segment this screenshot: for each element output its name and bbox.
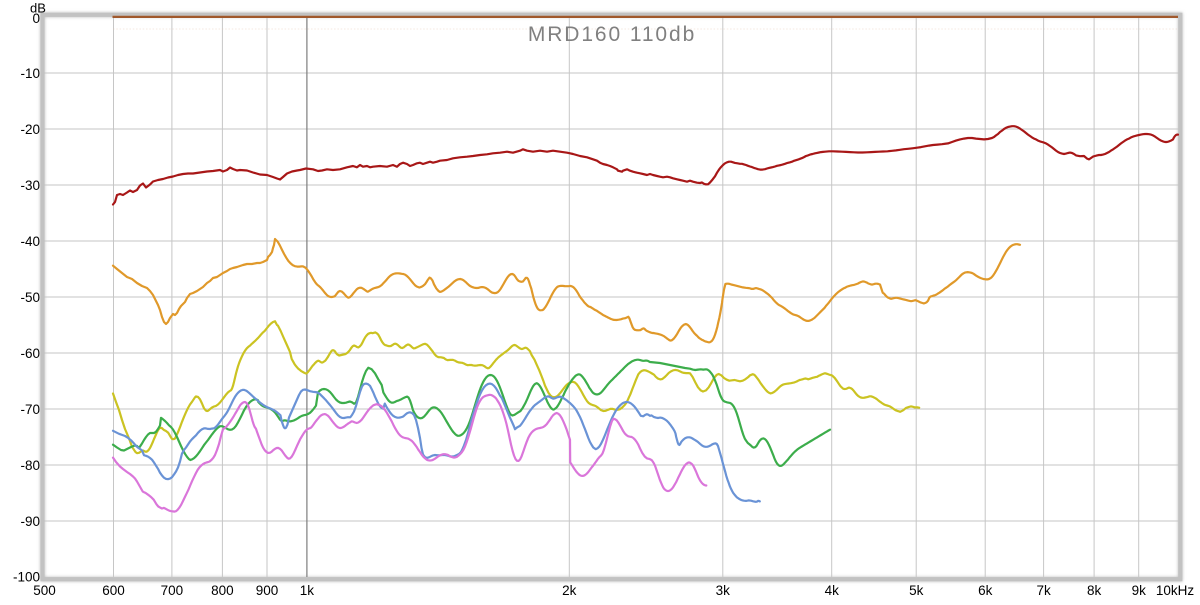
svg-text:10kHz: 10kHz [1156, 583, 1195, 598]
svg-text:7k: 7k [1036, 583, 1051, 598]
svg-text:6k: 6k [978, 583, 993, 598]
svg-text:0: 0 [32, 11, 40, 26]
svg-text:700: 700 [161, 583, 184, 598]
svg-text:-10: -10 [20, 66, 40, 81]
svg-text:-40: -40 [20, 234, 40, 249]
svg-text:500: 500 [33, 583, 56, 598]
svg-text:-70: -70 [20, 402, 40, 417]
svg-text:-30: -30 [20, 178, 40, 193]
svg-text:8k: 8k [1087, 583, 1102, 598]
svg-text:600: 600 [102, 583, 125, 598]
svg-text:-20: -20 [20, 122, 40, 137]
svg-text:9k: 9k [1132, 583, 1147, 598]
svg-text:dB: dB [30, 1, 46, 16]
svg-text:900: 900 [256, 583, 279, 598]
svg-text:800: 800 [211, 583, 234, 598]
svg-text:-100: -100 [13, 570, 40, 585]
svg-text:-60: -60 [20, 346, 40, 361]
svg-text:MRD160 110db: MRD160 110db [528, 23, 696, 46]
svg-text:-90: -90 [20, 514, 40, 529]
svg-text:3k: 3k [716, 583, 731, 598]
svg-text:4k: 4k [825, 583, 840, 598]
svg-text:2k: 2k [562, 583, 577, 598]
svg-text:-50: -50 [20, 290, 40, 305]
svg-text:5k: 5k [909, 583, 924, 598]
svg-text:-80: -80 [20, 458, 40, 473]
svg-text:1k: 1k [300, 583, 315, 598]
